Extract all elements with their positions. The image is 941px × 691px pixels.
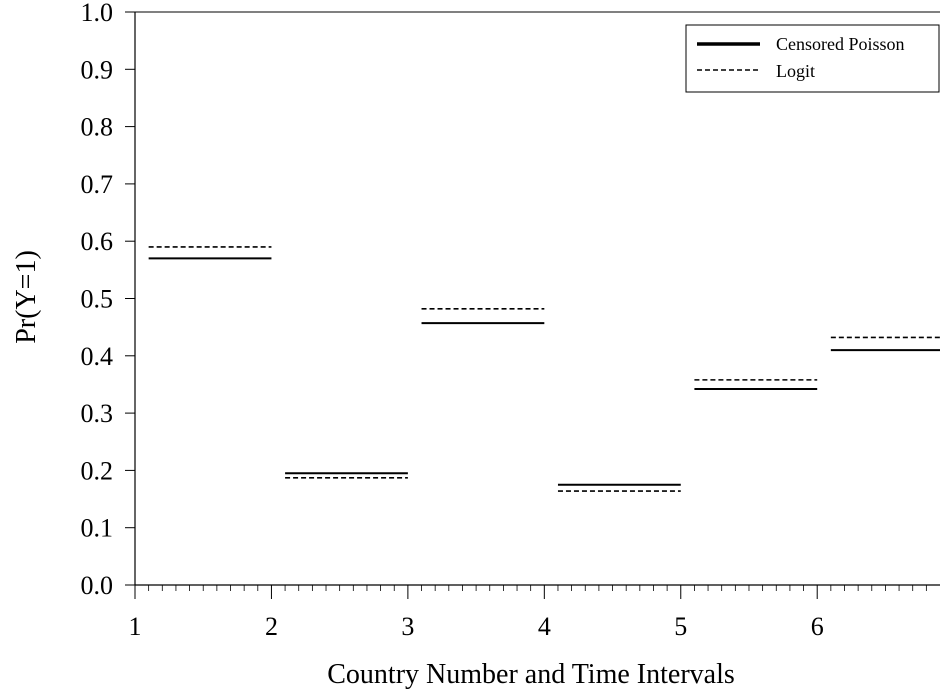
legend-label-censored-poisson: Censored Poisson: [776, 34, 905, 54]
y-tick-label: 0.2: [81, 456, 114, 485]
legend: Censored Poisson Logit: [685, 24, 940, 93]
series-layer: [148, 246, 940, 492]
y-tick-label: 0.1: [81, 514, 114, 543]
y-tick-label: 1.0: [81, 0, 114, 27]
legend-box: [685, 24, 940, 93]
y-tick-label: 0.8: [81, 113, 114, 142]
x-tick-label: 1: [129, 612, 142, 641]
y-tick-label: 0.9: [81, 55, 114, 84]
y-tick-label: 0.0: [81, 571, 114, 600]
y-tick-label: 0.3: [81, 399, 114, 428]
y-axis-title: Pr(Y=1): [11, 250, 42, 344]
y-tick-label: 0.6: [81, 227, 114, 256]
x-tick-label: 2: [265, 612, 278, 641]
ticks: 0.0 0.1 0.2 0.3 0.4 0.5 0.6 0.7 0.8 0.9 1.0 1 2 3 4 5 6: [81, 0, 927, 641]
x-axis-title: Country Number and Time Intervals: [327, 659, 735, 690]
x-tick-label: 3: [401, 612, 414, 641]
x-tick-label: 6: [811, 612, 824, 641]
legend-label-logit: Logit: [776, 61, 815, 81]
y-tick-label: 0.5: [81, 285, 114, 314]
axes: [134, 11, 940, 586]
x-tick-label: 4: [538, 612, 551, 641]
x-tick-label: 5: [674, 612, 687, 641]
y-tick-label: 0.7: [81, 170, 114, 199]
y-tick-label: 0.4: [81, 342, 114, 371]
